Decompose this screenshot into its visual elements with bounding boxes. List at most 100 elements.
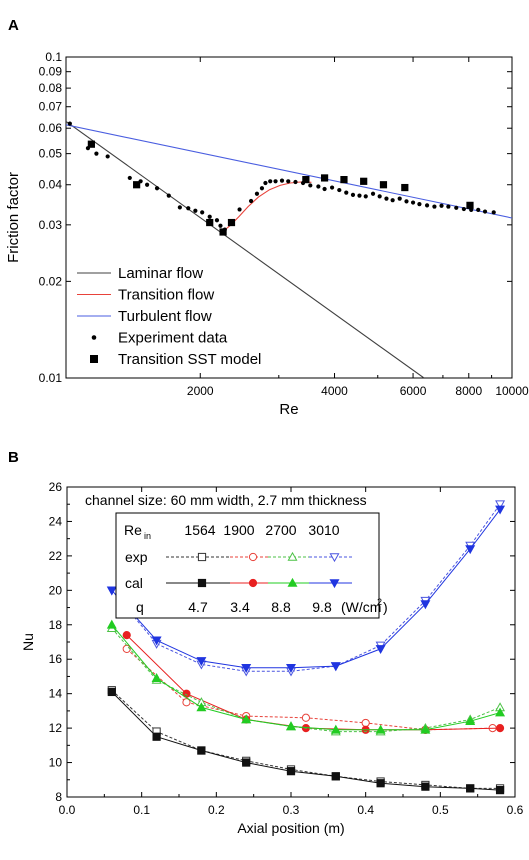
y-tick-label-a: 0.08 xyxy=(39,81,63,95)
experiment-point xyxy=(94,151,99,156)
experiment-point xyxy=(273,179,278,184)
sst-model-point xyxy=(219,228,227,236)
data-point-6 xyxy=(495,500,506,510)
experiment-point xyxy=(308,183,313,188)
experiment-point xyxy=(293,179,298,185)
legend-label-a: Experiment data xyxy=(118,330,228,347)
series-line-0 xyxy=(66,120,425,378)
sst-model-point xyxy=(302,176,310,184)
experiment-point xyxy=(482,209,488,214)
y-tick-label-b: 16 xyxy=(49,652,63,666)
legend-q-label: q xyxy=(136,599,144,615)
legend-q-value: 9.8 xyxy=(312,599,332,615)
data-point-2 xyxy=(301,713,311,722)
legend-swatch-marker xyxy=(197,552,207,562)
legend-swatch-marker xyxy=(248,552,258,562)
legend-re-label: Re xyxy=(124,522,142,538)
y-tick-label-b: 24 xyxy=(49,514,63,528)
data-point-1 xyxy=(197,746,206,755)
sst-model-point xyxy=(320,174,329,182)
sst-model-point xyxy=(466,201,474,209)
data-point-7 xyxy=(151,636,162,646)
y-tick-label-a: 0.01 xyxy=(39,371,63,385)
data-point-7 xyxy=(330,662,341,672)
x-tick-label-a: 8000 xyxy=(455,384,482,398)
legend-swatch-marker xyxy=(197,578,207,588)
x-tick-label-a: 10000 xyxy=(495,384,529,398)
y-tick-label-a: 0.05 xyxy=(39,147,63,161)
x-tick-label-b: 0.5 xyxy=(432,803,449,817)
series-line-1 xyxy=(111,691,501,791)
panel-a-label: A xyxy=(8,17,19,34)
x-tick-label-b: 0.2 xyxy=(208,803,225,817)
channel-size-annotation: channel size: 60 mm width, 2.7 mm thickn… xyxy=(85,492,367,508)
data-point-7 xyxy=(241,664,252,674)
x-tick-label-a: 2000 xyxy=(187,384,214,398)
legend-swatch-marker xyxy=(248,578,258,588)
sst-model-point xyxy=(360,177,368,185)
legend-table-b: Re in 1564 1900 2700 3010 exp cal q 4.7 3.4 8.8 9.8 (… xyxy=(115,512,388,619)
experiment-point xyxy=(446,204,451,209)
experiment-point xyxy=(397,196,402,201)
data-point-1 xyxy=(331,772,340,781)
experiment-point xyxy=(259,186,265,191)
data-point-3 xyxy=(122,631,131,640)
y-tick-label-a: 0.03 xyxy=(39,218,63,232)
plot-area-a xyxy=(66,120,512,378)
experiment-point xyxy=(410,200,416,205)
legend-re-value: 3010 xyxy=(308,522,339,538)
data-point-5 xyxy=(330,724,341,734)
experiment-point xyxy=(200,210,205,215)
data-point-5 xyxy=(196,702,207,712)
data-point-5 xyxy=(106,619,117,629)
experiment-point xyxy=(248,198,254,204)
data-point-2 xyxy=(182,698,191,707)
experiment-point xyxy=(454,205,459,210)
series-line-1 xyxy=(221,181,312,233)
legend-table-frame xyxy=(115,512,380,619)
y-tick-label-a: 0.02 xyxy=(39,274,63,288)
x-tick-label-b: 0.1 xyxy=(133,803,150,817)
series-line-0 xyxy=(111,689,501,789)
legend-a: Laminar flow Transition flow Turbulent flo… xyxy=(77,265,261,368)
y-tick-label-b: 18 xyxy=(49,618,63,632)
experiment-point xyxy=(424,203,430,208)
experiment-point xyxy=(432,204,437,209)
experiment-point xyxy=(461,206,466,212)
legend-cal-label: cal xyxy=(125,575,143,591)
data-point-5 xyxy=(420,724,431,734)
experiment-point xyxy=(344,190,349,195)
data-point-5 xyxy=(495,707,506,717)
data-point-7 xyxy=(495,505,506,515)
sst-model-point xyxy=(133,181,141,189)
experiment-point xyxy=(268,179,273,184)
sst-model-point xyxy=(227,218,236,227)
y-axis-label-b: Nu xyxy=(20,633,36,651)
y-tick-label-b: 14 xyxy=(49,687,63,701)
x-tick-label-b: 0.6 xyxy=(507,803,524,817)
experiment-point xyxy=(417,202,422,207)
legend-label-a: Transition SST model xyxy=(118,351,261,368)
experiment-point xyxy=(254,191,260,196)
data-point-1 xyxy=(495,786,505,795)
experiment-point xyxy=(263,180,268,186)
experiment-point xyxy=(105,154,110,159)
experiment-point xyxy=(439,203,444,208)
data-point-7 xyxy=(286,664,296,674)
experiment-point xyxy=(145,182,150,187)
y-tick-label-b: 22 xyxy=(49,549,63,563)
legend-re-subscript: in xyxy=(144,531,151,541)
data-point-7 xyxy=(196,657,207,667)
y-tick-label-b: 20 xyxy=(49,583,63,597)
data-point-5 xyxy=(241,714,252,724)
legend-label-a: Turbulent flow xyxy=(118,308,212,325)
y-tick-label-a: 0.04 xyxy=(39,178,63,192)
legend-re-value: 1900 xyxy=(223,522,254,538)
y-axis-label-a: Friction factor xyxy=(5,172,22,263)
data-point-1 xyxy=(152,732,161,741)
panel-b: B 0.0 0.1 0.2 0.3 0.4 0.5 0.6 8 10 12 14 16 18 20 22 24 2… xyxy=(8,449,524,836)
y-tick-label-b: 8 xyxy=(55,790,62,804)
experiment-point xyxy=(390,198,395,203)
sst-model-point xyxy=(87,140,95,148)
